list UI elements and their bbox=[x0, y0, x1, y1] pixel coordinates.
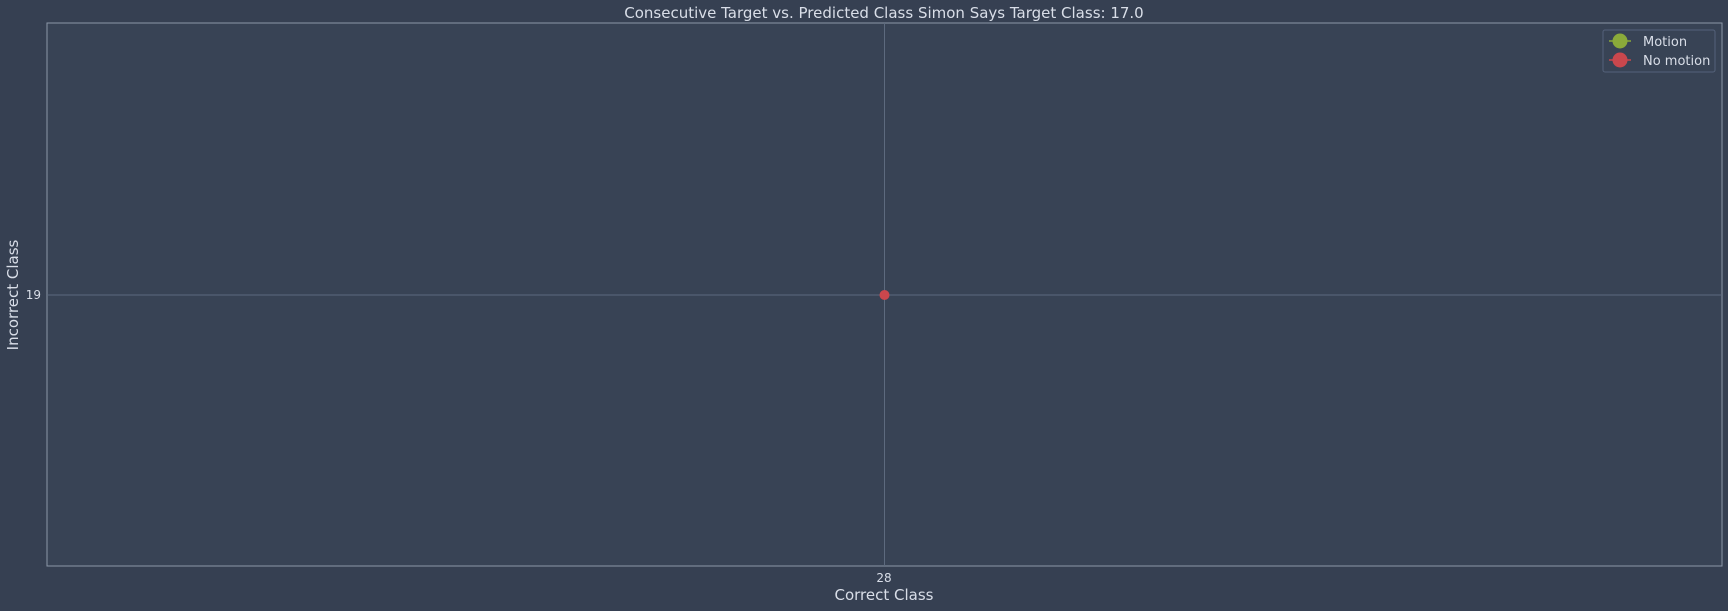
legend-no-motion-label: No motion bbox=[1643, 54, 1710, 69]
data-point-no-motion bbox=[879, 290, 890, 300]
x-tick-label: 28 bbox=[876, 571, 891, 585]
x-axis-title: Correct Class bbox=[835, 586, 934, 604]
legend: Motion No motion bbox=[1602, 29, 1716, 73]
legend-no-motion-marker bbox=[1612, 52, 1628, 68]
legend-motion-marker bbox=[1612, 33, 1628, 49]
chart-title: Consecutive Target vs. Predicted Class S… bbox=[624, 4, 1143, 22]
legend-motion-label: Motion bbox=[1643, 35, 1687, 50]
y-axis-title: Incorrect Class bbox=[4, 239, 22, 350]
y-tick-label: 19 bbox=[26, 288, 41, 302]
